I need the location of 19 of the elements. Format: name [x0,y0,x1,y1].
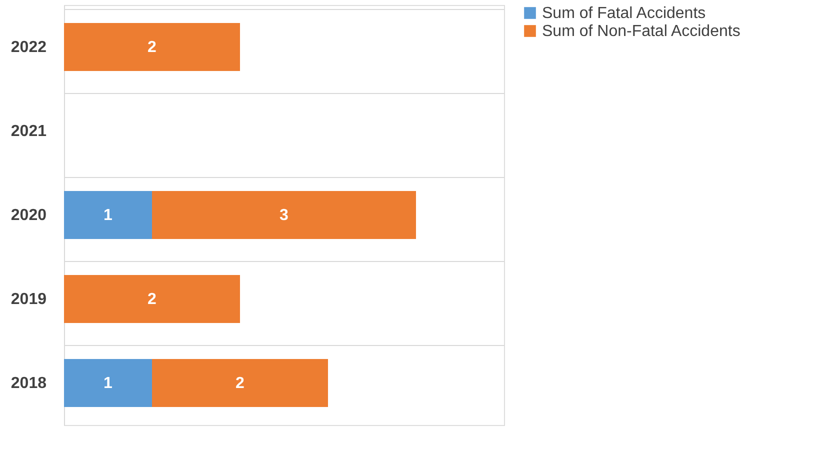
bar [64,191,152,239]
data-label: 2 [148,39,157,56]
y-tick-label: 2022 [10,39,47,56]
data-label: 1 [104,207,113,224]
legend-label: Sum of Fatal Accidents [542,5,706,22]
bar [64,359,152,407]
y-tick-label: 2021 [10,123,47,140]
bar [64,23,240,71]
y-tick-label: 2020 [10,207,47,224]
bar [64,275,240,323]
y-tick-label: 2018 [10,375,47,392]
legend-label: Sum of Non-Fatal Accidents [542,23,740,40]
data-label: 1 [104,375,113,392]
bar [152,359,328,407]
y-tick-label: 2019 [10,291,47,308]
data-label: 2 [148,291,157,308]
data-label: 3 [280,207,289,224]
bar [152,191,416,239]
data-label: 2 [236,375,245,392]
